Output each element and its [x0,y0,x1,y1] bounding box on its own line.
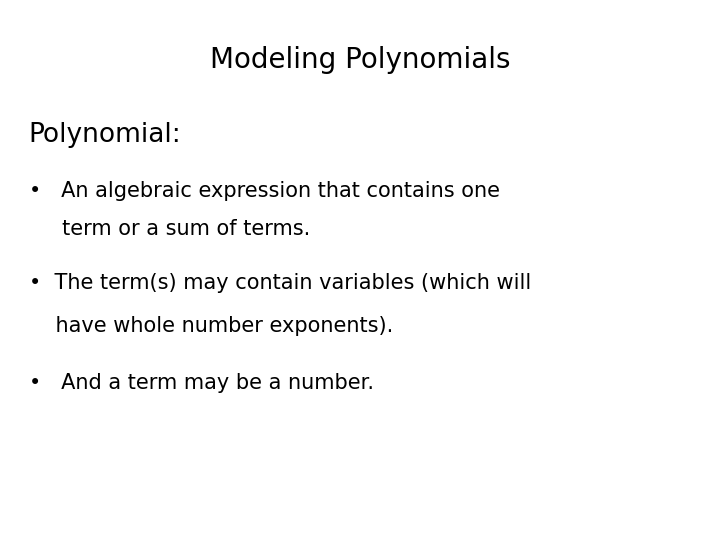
Text: •   An algebraic expression that contains one: • An algebraic expression that contains … [29,181,500,201]
Text: term or a sum of terms.: term or a sum of terms. [29,219,310,239]
Text: Modeling Polynomials: Modeling Polynomials [210,46,510,74]
Text: Polynomial:: Polynomial: [29,122,181,147]
Text: •   And a term may be a number.: • And a term may be a number. [29,373,374,393]
Text: have whole number exponents).: have whole number exponents). [29,316,393,336]
Text: •  The term(s) may contain variables (which will: • The term(s) may contain variables (whi… [29,273,531,293]
